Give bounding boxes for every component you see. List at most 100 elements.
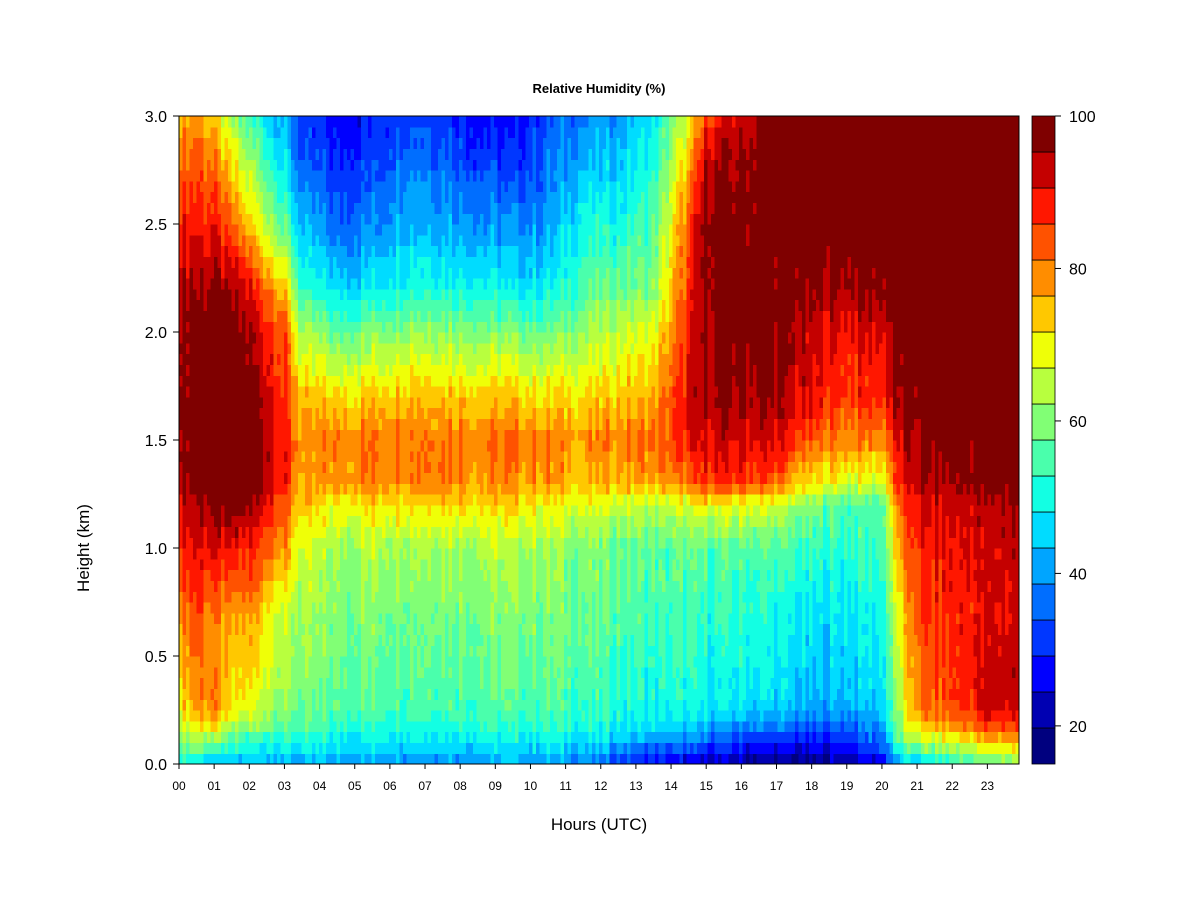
heatmap-cell [392, 342, 397, 355]
heatmap-cell [445, 126, 450, 139]
heatmap-cell [434, 429, 439, 441]
heatmap-cell [438, 461, 443, 473]
heatmap-cell [354, 288, 359, 301]
heatmap-cell [214, 353, 219, 365]
heatmap-cell [406, 731, 411, 743]
heatmap-cell [235, 450, 240, 463]
heatmap-cell [347, 234, 352, 247]
heatmap-cell [231, 310, 236, 322]
heatmap-cell [259, 677, 264, 689]
heatmap-cell [228, 364, 233, 376]
heatmap-cell [207, 483, 212, 495]
heatmap-cell [231, 548, 236, 560]
heatmap-cell [406, 666, 411, 679]
heatmap-cell [371, 450, 376, 463]
heatmap-cell [371, 515, 376, 527]
heatmap-cell [266, 234, 271, 247]
heatmap-cell [413, 245, 418, 257]
heatmap-cell [319, 526, 324, 538]
heatmap-cell [252, 548, 257, 560]
heatmap-cell [326, 645, 331, 657]
heatmap-cell [207, 742, 212, 754]
heatmap-cell [431, 332, 436, 344]
heatmap-cell [389, 645, 394, 657]
heatmap-cell [329, 267, 334, 279]
heatmap-cell [263, 612, 268, 625]
heatmap-cell [455, 710, 460, 722]
heatmap-cell [420, 364, 425, 376]
heatmap-cell [291, 699, 296, 711]
heatmap-cell [312, 170, 317, 182]
heatmap-cell [371, 526, 376, 538]
heatmap-cell [427, 191, 432, 203]
heatmap-cell [354, 602, 359, 614]
heatmap-cell [441, 515, 446, 527]
heatmap-cell [235, 159, 240, 171]
heatmap-cell [382, 461, 387, 473]
heatmap-cell [466, 580, 471, 592]
heatmap-cell [361, 569, 366, 581]
heatmap-cell [217, 731, 222, 743]
heatmap-cell [445, 256, 450, 268]
heatmap-cell [350, 731, 355, 743]
heatmap-cell [364, 526, 369, 538]
heatmap-cell [462, 202, 467, 214]
heatmap-cell [364, 731, 369, 743]
heatmap-cell [361, 159, 366, 171]
heatmap-cell [347, 580, 352, 592]
heatmap-cell [203, 202, 208, 214]
heatmap-cell [354, 407, 359, 419]
heatmap-cell [420, 483, 425, 495]
heatmap-cell [441, 450, 446, 463]
heatmap-cell [298, 278, 303, 290]
heatmap-cell [238, 256, 243, 268]
heatmap-cell [403, 569, 408, 581]
heatmap-cell [357, 645, 362, 657]
heatmap-cell [389, 148, 394, 160]
heatmap-cell [235, 602, 240, 614]
heatmap-cell [200, 180, 205, 193]
heatmap-cell [361, 213, 366, 225]
heatmap-cell [322, 310, 327, 322]
heatmap-cell [235, 116, 240, 128]
heatmap-cell [294, 548, 299, 560]
heatmap-cell [431, 494, 436, 506]
heatmap-cell [375, 180, 380, 193]
heatmap-cell [291, 742, 296, 754]
heatmap-cell [287, 418, 292, 430]
heatmap-cell [186, 310, 191, 322]
heatmap-cell [445, 710, 450, 722]
heatmap-cell [312, 321, 317, 333]
heatmap-cell [259, 591, 264, 603]
heatmap-cell [350, 375, 355, 387]
heatmap-cell [403, 440, 408, 452]
heatmap-cell [284, 526, 289, 538]
heatmap-cell [413, 461, 418, 473]
heatmap-cell [375, 418, 380, 430]
heatmap-cell [452, 450, 457, 463]
heatmap-cell [452, 407, 457, 419]
heatmap-cell [231, 213, 236, 225]
heatmap-cell [200, 710, 205, 722]
heatmap-cell [235, 688, 240, 700]
heatmap-cell [312, 623, 317, 635]
heatmap-cell [301, 515, 306, 527]
heatmap-cell [389, 677, 394, 689]
heatmap-cell [207, 450, 212, 463]
heatmap-cell [256, 332, 261, 344]
heatmap-cell [182, 548, 187, 560]
heatmap-cell [182, 234, 187, 247]
heatmap-cell [357, 656, 362, 668]
heatmap-cell [231, 234, 236, 247]
heatmap-cell [378, 440, 383, 452]
heatmap-cell [354, 483, 359, 495]
heatmap-cell [469, 666, 474, 679]
heatmap-cell [224, 450, 229, 463]
heatmap-cell [375, 688, 380, 700]
heatmap-cell [182, 429, 187, 441]
heatmap-cell [420, 450, 425, 463]
heatmap-cell [420, 494, 425, 506]
heatmap-cell [371, 396, 376, 409]
heatmap-cell [245, 688, 250, 700]
heatmap-cell [445, 234, 450, 247]
